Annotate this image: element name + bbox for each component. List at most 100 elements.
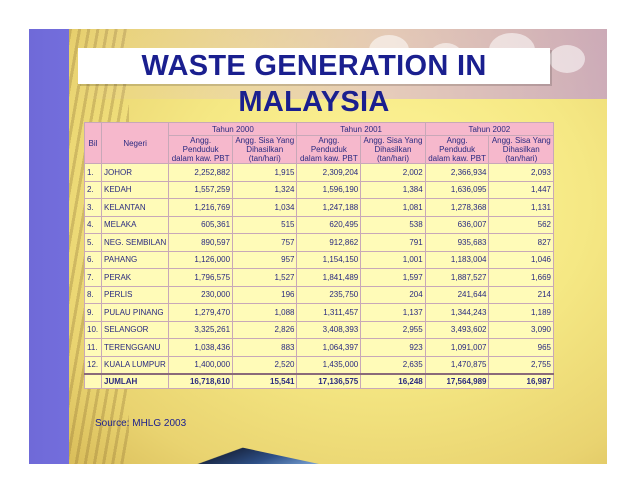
row-number: 9. (84, 303, 102, 322)
row-number: 6. (84, 250, 102, 269)
cell-value: 1,064,397 (296, 338, 362, 357)
cell-value: 204 (360, 285, 426, 304)
row-number: 10. (84, 320, 102, 339)
header-population: Angg. Penduduk dalam kaw. PBT (168, 135, 234, 164)
table-row: 4. MELAKA 605,361 515 620,495 538 636,00… (84, 215, 554, 234)
cell-value: 1,841,489 (296, 268, 362, 287)
cell-value: 912,862 (296, 233, 362, 252)
header-population: Angg. Penduduk dalam kaw. PBT (424, 135, 490, 164)
row-number: 1. (84, 163, 102, 182)
cell-value: 196 (232, 285, 298, 304)
state-name: KUALA LUMPUR (100, 355, 170, 375)
cell-value: 1,131 (488, 198, 554, 217)
table-row: 6. PAHANG 1,126,000 957 1,154,150 1,001 … (84, 250, 554, 269)
cell-value: 757 (232, 233, 298, 252)
table-row: 3. KELANTAN 1,216,769 1,034 1,247,188 1,… (84, 198, 554, 217)
state-name: KELANTAN (100, 198, 170, 217)
cell-value: 1,038,436 (168, 338, 234, 357)
cell-value: 2,002 (360, 163, 426, 182)
cell-value: 214 (488, 285, 554, 304)
row-number: 7. (84, 268, 102, 287)
slide-title: WASTE GENERATION IN MALAYSIA (78, 48, 550, 118)
cell-value: 2,520 (232, 355, 298, 375)
state-name: KEDAH (100, 180, 170, 199)
cell-value: 1,081 (360, 198, 426, 217)
cell-value: 1,311,457 (296, 303, 362, 322)
cell-value: 1,216,769 (168, 198, 234, 217)
cell-value: 1,091,007 (424, 338, 490, 357)
row-number: 8. (84, 285, 102, 304)
cell-value: 957 (232, 250, 298, 269)
header-waste: Angg. Sisa Yang Dihasilkan (tan/hari) (232, 135, 298, 164)
header-year-2002: Tahun 2002 (424, 122, 555, 136)
total-row: JUMLAH 16,718,610 15,541 17,136,575 16,2… (84, 373, 554, 389)
table-row: 12. KUALA LUMPUR 1,400,000 2,520 1,435,0… (84, 355, 554, 375)
cell-value: 2,955 (360, 320, 426, 339)
cell-value: 3,090 (488, 320, 554, 339)
cell-value: 1,046 (488, 250, 554, 269)
state-name: PERLIS (100, 285, 170, 304)
header-bil: Bil (84, 122, 102, 164)
cell-value: 605,361 (168, 215, 234, 234)
cell-value: 235,750 (296, 285, 362, 304)
cell-value: 1,034 (232, 198, 298, 217)
cell-value: 1,344,243 (424, 303, 490, 322)
total-value: 16,718,610 (168, 373, 234, 389)
cell-value: 1,384 (360, 180, 426, 199)
cell-value: 1,796,575 (168, 268, 234, 287)
cell-value: 538 (360, 215, 426, 234)
state-name: PAHANG (100, 250, 170, 269)
state-name: PERAK (100, 268, 170, 287)
header-waste: Angg. Sisa Yang Dihasilkan (tan/hari) (360, 135, 426, 164)
cell-value: 515 (232, 215, 298, 234)
cell-value: 827 (488, 233, 554, 252)
cell-value: 1,915 (232, 163, 298, 182)
cell-value: 2,366,934 (424, 163, 490, 182)
row-number: 4. (84, 215, 102, 234)
state-name: NEG. SEMBILAN (100, 233, 170, 252)
state-name: TERENGGANU (100, 338, 170, 357)
cell-value: 1,887,527 (424, 268, 490, 287)
table-row: 11. TERENGGANU 1,038,436 883 1,064,397 9… (84, 338, 554, 357)
cell-value: 1,247,188 (296, 198, 362, 217)
row-number: 12. (84, 355, 102, 375)
cell-value: 1,154,150 (296, 250, 362, 269)
cell-value: 965 (488, 338, 554, 357)
cell-value: 1,596,190 (296, 180, 362, 199)
cell-value: 883 (232, 338, 298, 357)
total-bil (84, 373, 102, 389)
cell-value: 230,000 (168, 285, 234, 304)
total-value: 17,136,575 (296, 373, 362, 389)
cell-value: 1,001 (360, 250, 426, 269)
header-population: Angg. Penduduk dalam kaw. PBT (296, 135, 362, 164)
state-name: JOHOR (100, 163, 170, 182)
cell-value: 1,447 (488, 180, 554, 199)
cell-value: 935,683 (424, 233, 490, 252)
cell-value: 3,493,602 (424, 320, 490, 339)
source-note: Source: MHLG 2003 (95, 418, 187, 429)
waste-table: Bil Negeri Tahun 2000 Tahun 2001 Tahun 2… (84, 122, 555, 389)
cell-value: 620,495 (296, 215, 362, 234)
row-number: 3. (84, 198, 102, 217)
cell-value: 2,309,204 (296, 163, 362, 182)
total-value: 15,541 (232, 373, 298, 389)
row-number: 11. (84, 338, 102, 357)
table-row: 5. NEG. SEMBILAN 890,597 757 912,862 791… (84, 233, 554, 252)
header-year-2001: Tahun 2001 (296, 122, 426, 136)
cell-value: 1,324 (232, 180, 298, 199)
cell-value: 2,635 (360, 355, 426, 375)
table-row: 9. PULAU PINANG 1,279,470 1,088 1,311,45… (84, 303, 554, 322)
cell-value: 562 (488, 215, 554, 234)
cell-value: 1,400,000 (168, 355, 234, 375)
cell-value: 1,278,368 (424, 198, 490, 217)
cell-value: 1,636,095 (424, 180, 490, 199)
table-row: 8. PERLIS 230,000 196 235,750 204 241,64… (84, 285, 554, 304)
cell-value: 923 (360, 338, 426, 357)
cell-value: 1,183,004 (424, 250, 490, 269)
header-negeri: Negeri (100, 122, 170, 164)
cell-value: 3,408,393 (296, 320, 362, 339)
row-number: 5. (84, 233, 102, 252)
cell-value: 2,755 (488, 355, 554, 375)
total-label: JUMLAH (100, 373, 170, 389)
cell-value: 1,435,000 (296, 355, 362, 375)
